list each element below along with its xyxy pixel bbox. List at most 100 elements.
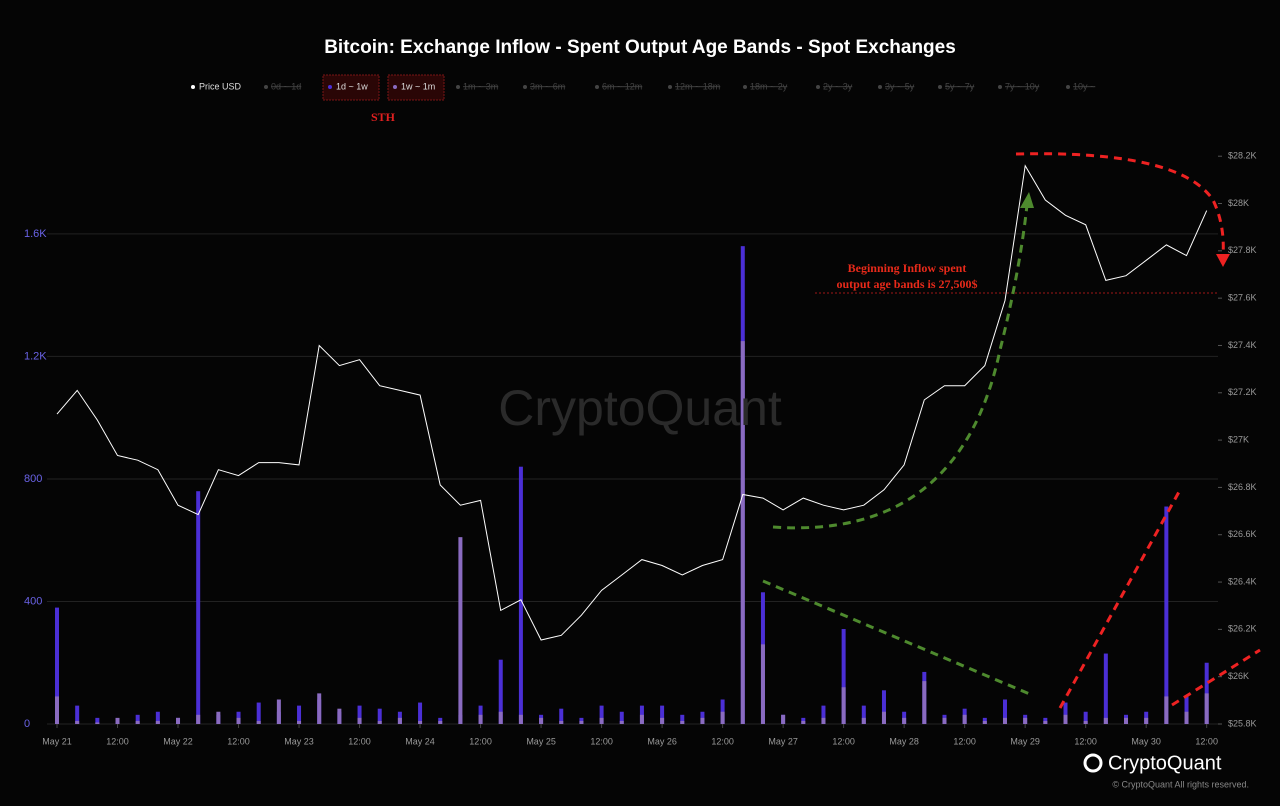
- bar: [720, 711, 725, 724]
- legend-label: 7y ~ 10y: [1005, 81, 1040, 91]
- x-tick-label: 12:00: [953, 736, 976, 746]
- x-tick-label: May 21: [42, 736, 72, 746]
- legend-marker: [456, 85, 460, 89]
- bar: [1103, 653, 1108, 724]
- price-line: [56, 164, 1208, 641]
- bar: [680, 714, 685, 724]
- legend-label: 1w ~ 1m: [401, 81, 435, 91]
- legend-marker: [1066, 85, 1070, 89]
- y2-tick-label: $28.2K: [1228, 151, 1257, 161]
- y2-tick-label: $28K: [1228, 198, 1249, 208]
- bar: [357, 705, 362, 724]
- y2-tick-label: $26.2K: [1228, 624, 1257, 634]
- bar: [821, 705, 826, 724]
- x-tick-label: May 23: [284, 736, 314, 746]
- legend-label: 3m ~ 6m: [530, 81, 565, 91]
- bar: [176, 717, 181, 724]
- bar: [639, 714, 644, 724]
- bar: [418, 702, 423, 724]
- y-tick-label: 0: [24, 718, 30, 730]
- bar: [680, 720, 685, 724]
- bar: [498, 711, 503, 724]
- x-tick-label: May 26: [647, 736, 677, 746]
- legend-marker: [816, 85, 820, 89]
- x-tick-label: 12:00: [348, 736, 371, 746]
- y-tick-label: 1.6K: [24, 228, 47, 240]
- y2-tick-label: $26.6K: [1228, 529, 1257, 539]
- bar: [276, 699, 281, 724]
- trend-arrow: [1015, 152, 1225, 256]
- bar: [196, 714, 201, 724]
- x-tick-label: May 27: [768, 736, 798, 746]
- bar: [135, 714, 140, 724]
- legend-marker: [938, 85, 942, 89]
- bar: [619, 720, 624, 724]
- bar: [1164, 696, 1169, 724]
- bar: [1124, 717, 1129, 724]
- bar: [155, 711, 160, 724]
- bar: [660, 705, 665, 724]
- bar: [781, 714, 786, 724]
- chart-title: Bitcoin: Exchange Inflow - Spent Output …: [324, 37, 956, 58]
- bar: [458, 537, 463, 724]
- annotation: output age bands is 27,500$: [836, 277, 977, 291]
- bar: [1164, 506, 1169, 724]
- bar: [740, 341, 745, 724]
- trend-line: [1171, 648, 1261, 707]
- bar: [1002, 717, 1007, 724]
- x-tick-label: May 24: [405, 736, 435, 746]
- bar: [95, 717, 100, 724]
- x-tick-label: 12:00: [1074, 736, 1097, 746]
- bar: [297, 720, 302, 724]
- bar: [418, 720, 423, 724]
- x-tick-label: May 30: [1131, 736, 1161, 746]
- bar: [216, 711, 221, 724]
- x-tick-label: 12:00: [227, 736, 250, 746]
- legend-label: 0d ~ 1d: [271, 81, 301, 91]
- trend-arrow: [772, 204, 1029, 530]
- legend-marker: [595, 85, 599, 89]
- bar: [841, 629, 846, 724]
- legend-marker: [328, 85, 332, 89]
- brand-name: CryptoQuant: [1108, 752, 1222, 774]
- bar: [1063, 714, 1068, 724]
- bar: [1043, 720, 1048, 724]
- legend-label: 5y ~ 7y: [945, 81, 975, 91]
- trend-line: [762, 579, 1033, 697]
- x-tick-label: May 25: [526, 736, 556, 746]
- y-tick-label: 400: [24, 595, 42, 607]
- bar: [438, 720, 443, 724]
- bar: [498, 659, 503, 724]
- bar: [559, 708, 564, 724]
- legend-marker: [743, 85, 747, 89]
- bar: [1184, 711, 1189, 724]
- legend-marker: [523, 85, 527, 89]
- logo: [1083, 753, 1103, 773]
- bar: [95, 722, 100, 724]
- bar: [196, 491, 201, 724]
- legend-label: 3y ~ 5y: [885, 81, 915, 91]
- legend-label: 12m ~ 18m: [675, 81, 720, 91]
- legend-label: Price USD: [199, 81, 242, 91]
- bar: [922, 681, 927, 724]
- bar: [1023, 717, 1028, 724]
- bar: [256, 702, 261, 724]
- bar: [155, 720, 160, 724]
- x-tick-label: May 28: [889, 736, 919, 746]
- legend-marker: [393, 85, 397, 89]
- bar: [861, 717, 866, 724]
- y2-tick-label: $27.8K: [1228, 245, 1257, 255]
- bar: [1083, 711, 1088, 724]
- bar: [599, 705, 604, 724]
- y2-tick-label: $26K: [1228, 671, 1249, 681]
- x-tick-label: 12:00: [590, 736, 613, 746]
- bar: [881, 711, 886, 724]
- bar: [236, 717, 241, 724]
- bar: [1002, 699, 1007, 724]
- legend-label: 1d ~ 1w: [336, 81, 368, 91]
- annotation: Beginning Inflow spent: [848, 261, 967, 275]
- arrow-head: [1020, 192, 1034, 208]
- bar: [256, 720, 261, 724]
